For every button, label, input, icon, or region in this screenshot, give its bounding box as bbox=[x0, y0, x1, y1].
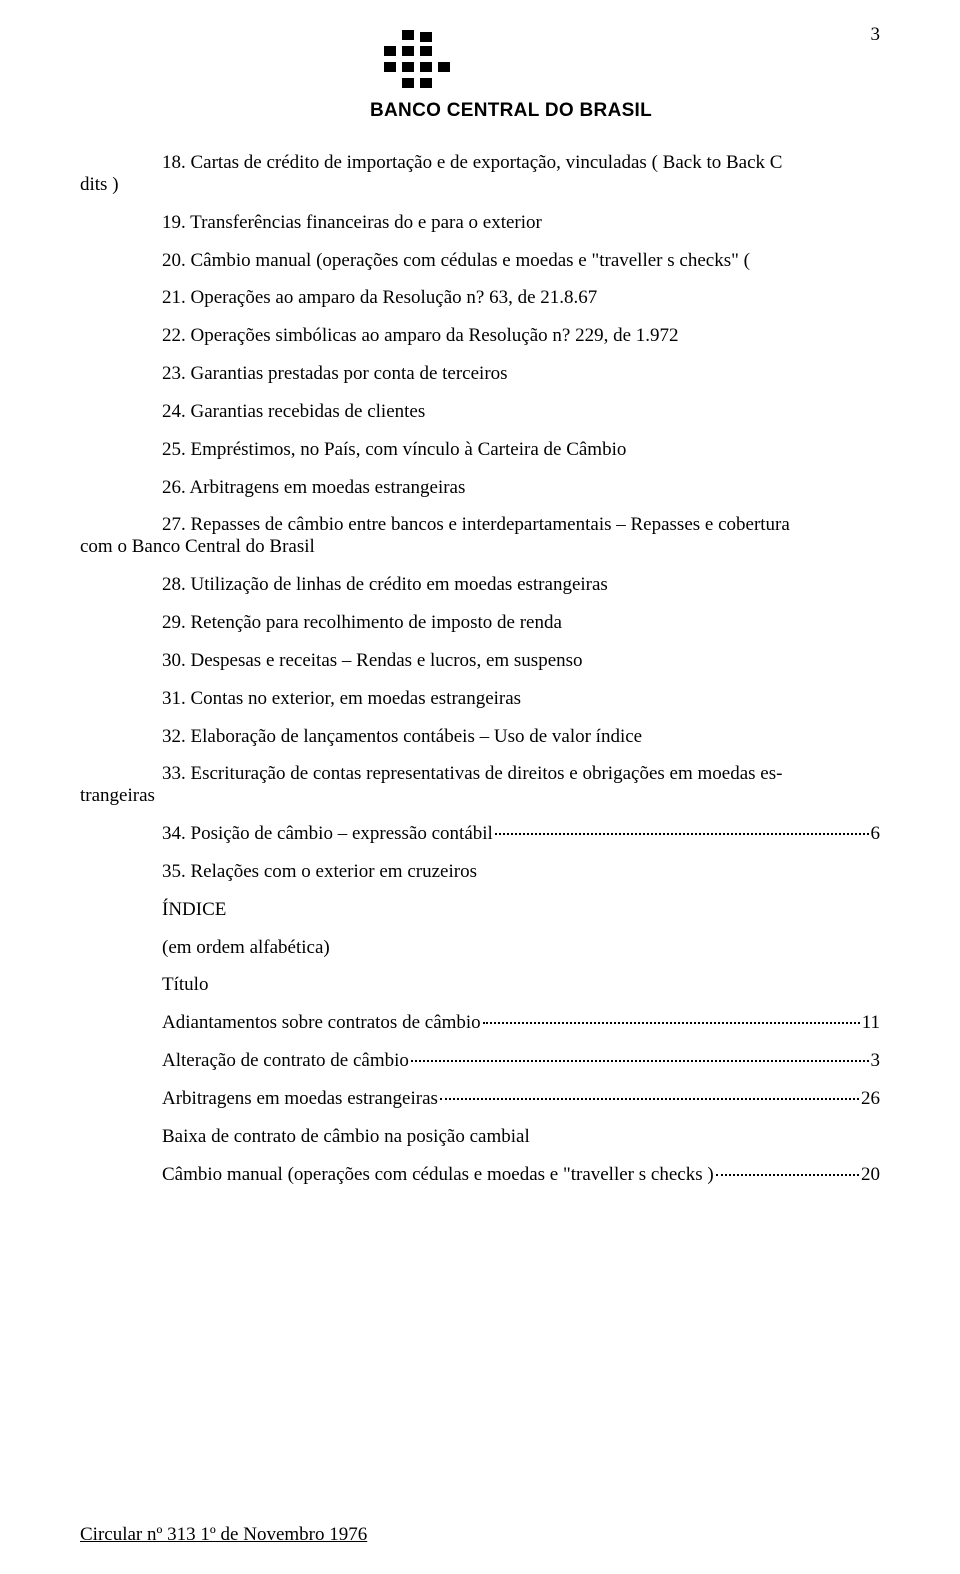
org-name: BANCO CENTRAL DO BRASIL bbox=[370, 100, 652, 122]
list-item: 35. Relações com o exterior em cruzeiros bbox=[162, 861, 880, 883]
index-heading: ÍNDICE bbox=[162, 899, 880, 921]
item-page: 6 bbox=[871, 823, 881, 845]
index-entry: Baixa de contrato de câmbio na posição c… bbox=[162, 1126, 880, 1148]
entry-page: 26 bbox=[861, 1088, 880, 1110]
leader-dots bbox=[483, 1022, 860, 1024]
entry-label: Adiantamentos sobre contratos de câmbio bbox=[162, 1012, 481, 1034]
item-label: 34. Posição de câmbio – expressão contáb… bbox=[162, 823, 493, 845]
item-fragment: com o Banco Central do Brasil bbox=[80, 536, 880, 558]
list-item: 22. Operações simbólicas ao amparo da Re… bbox=[80, 325, 880, 347]
entry-page: 11 bbox=[862, 1012, 880, 1034]
leader-dots bbox=[440, 1098, 859, 1100]
logo-block: BANCO CENTRAL DO BRASIL bbox=[370, 30, 880, 122]
item-fragment: trangeiras bbox=[80, 785, 880, 807]
page-number: 3 bbox=[871, 24, 881, 46]
bcb-logo-icon bbox=[378, 30, 450, 96]
leader-dots bbox=[716, 1174, 859, 1176]
list-item: 21. Operações ao amparo da Resolução n? … bbox=[80, 287, 880, 309]
item-fragment: dits ) bbox=[80, 174, 880, 196]
item-text: 18. Cartas de crédito de importação e de… bbox=[162, 152, 782, 174]
list-item: 23. Garantias prestadas por conta de ter… bbox=[80, 363, 880, 385]
list-item: 18. Cartas de crédito de importação e de… bbox=[80, 152, 880, 196]
item-text: 27. Repasses de câmbio entre bancos e in… bbox=[162, 514, 790, 536]
document-header: BANCO CENTRAL DO BRASIL bbox=[370, 30, 880, 122]
list-item: 30. Despesas e receitas – Rendas e lucro… bbox=[80, 650, 880, 672]
index-entry: Adiantamentos sobre contratos de câmbio … bbox=[162, 1012, 880, 1034]
leader-dots bbox=[495, 833, 869, 835]
index-entry: Câmbio manual (operações com cédulas e m… bbox=[162, 1164, 880, 1186]
index-entry: Alteração de contrato de câmbio 3 bbox=[162, 1050, 880, 1072]
entry-label: Alteração de contrato de câmbio bbox=[162, 1050, 409, 1072]
list-item: 31. Contas no exterior, em moedas estran… bbox=[80, 688, 880, 710]
list-item-dotted: 34. Posição de câmbio – expressão contáb… bbox=[162, 823, 880, 845]
list-item: 19. Transferências financeiras do e para… bbox=[80, 212, 880, 234]
list-item: 28. Utilização de linhas de crédito em m… bbox=[80, 574, 880, 596]
list-item: 24. Garantias recebidas de clientes bbox=[80, 401, 880, 423]
index-entry: Arbitragens em moedas estrangeiras 26 bbox=[162, 1088, 880, 1110]
list-item: 27. Repasses de câmbio entre bancos e in… bbox=[80, 514, 880, 558]
list-item: 26. Arbitragens em moedas estrangeiras bbox=[80, 477, 880, 499]
document-page: 3 BANCO CENTRAL DO BRASIL bbox=[0, 0, 960, 1574]
list-item: 32. Elaboração de lançamentos contábeis … bbox=[80, 726, 880, 748]
index-column-header: Título bbox=[162, 974, 880, 996]
leader-dots bbox=[411, 1060, 869, 1062]
list-item: 20. Câmbio manual (operações com cédulas… bbox=[80, 250, 880, 272]
list-item: 25. Empréstimos, no País, com vínculo à … bbox=[80, 439, 880, 461]
list-item: 29. Retenção para recolhimento de impost… bbox=[80, 612, 880, 634]
entry-page: 20 bbox=[861, 1164, 880, 1186]
entry-label: Câmbio manual (operações com cédulas e m… bbox=[162, 1164, 714, 1186]
list-item: 33. Escrituração de contas representativ… bbox=[80, 763, 880, 807]
document-content: 18. Cartas de crédito de importação e de… bbox=[80, 152, 880, 1185]
entry-label: Arbitragens em moedas estrangeiras bbox=[162, 1088, 438, 1110]
index-subheading: (em ordem alfabética) bbox=[162, 937, 880, 959]
item-text: 33. Escrituração de contas representativ… bbox=[162, 763, 782, 785]
footer-text: Circular nº 313 1º de Novembro 1976 bbox=[80, 1524, 367, 1546]
entry-page: 3 bbox=[871, 1050, 881, 1072]
